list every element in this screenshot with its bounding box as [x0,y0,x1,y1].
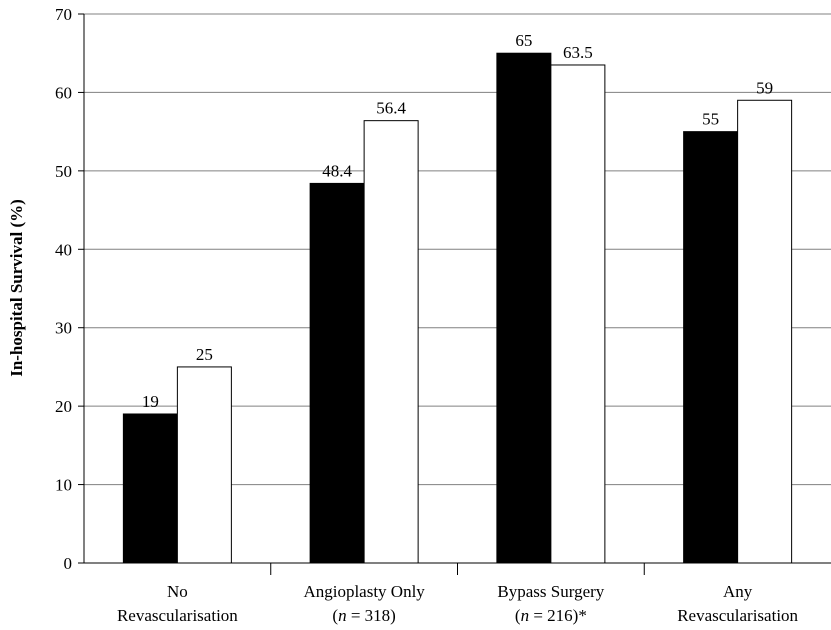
category-label-pre: ( [332,606,338,625]
bar-value-label: 48.4 [322,161,352,180]
category-label-post: Revascularisation [677,606,798,625]
y-axis-title: In-hospital Survival (%) [7,199,26,377]
bar-value-label: 65 [515,31,532,50]
category-label-line1: No [167,582,188,601]
category-label-post: = 216)* [529,606,587,625]
category-label-line1: Bypass Surgery [497,582,604,601]
bar-value-label: 19 [142,392,159,411]
y-tick-label: 30 [55,319,72,338]
y-tick-label: 60 [55,83,72,102]
category-label-italic: n [338,606,347,625]
category-label-line1: Any [723,582,753,601]
bar-value-label: 63.5 [563,43,593,62]
category-label-post: Revascularisation [117,606,238,625]
bar [683,131,739,564]
y-tick-label: 40 [55,240,72,259]
bar [737,99,793,564]
category-label-line2: (n = 216)* [515,606,587,625]
y-tick-label: 10 [55,476,72,495]
bar [363,120,419,564]
y-tick-label: 0 [64,554,73,573]
bar-value-labels: 19 25 48.4 56.4 65 63.5 55 59 [142,31,773,411]
y-tick-label: 20 [55,397,72,416]
category-label-line2: Revascularisation [117,606,238,625]
y-tick-label: 70 [55,5,72,24]
bar-value-label: 59 [756,78,773,97]
bar [176,366,232,564]
y-ticks: 0 10 20 30 40 50 60 70 [55,5,84,573]
bar-value-label: 55 [702,110,719,129]
bar [309,182,365,564]
bar-value-label: 56.4 [376,99,406,118]
bar [122,413,178,564]
category-label-italic: n [521,606,530,625]
category-label-line1: Angioplasty Only [303,582,425,601]
category-label-line2: Revascularisation [677,606,798,625]
category-label-post: = 318) [347,606,396,625]
bar [550,64,606,564]
bar [496,52,552,564]
category-label-pre: ( [515,606,521,625]
bar-value-label: 25 [196,345,213,364]
y-tick-label: 50 [55,162,72,181]
category-label-line2: (n = 318) [332,606,395,625]
bars [122,52,793,564]
